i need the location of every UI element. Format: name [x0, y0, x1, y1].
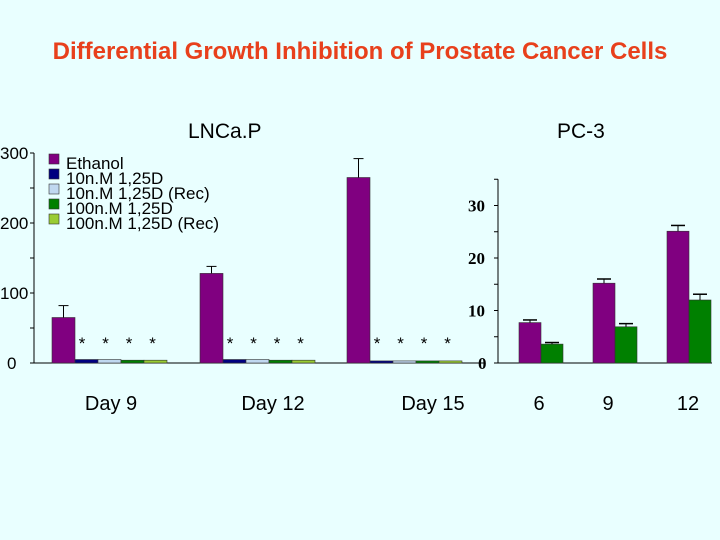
pc3-bar	[518, 322, 542, 364]
pc3-bar	[614, 326, 638, 364]
significance-marker: *	[421, 334, 428, 353]
significance-marker: *	[444, 334, 451, 353]
pc3-y-tick-label: 0	[478, 354, 487, 373]
pc3-category-label: 9	[602, 393, 613, 415]
lncap-y-tick-label: 100	[0, 284, 28, 303]
lncap-category-label: Day 12	[241, 393, 304, 415]
pc3-category-label: 6	[533, 393, 544, 415]
lncap-bar	[438, 360, 463, 364]
lncap-bar	[268, 359, 293, 364]
significance-marker: *	[250, 334, 257, 353]
lncap-bar	[346, 177, 371, 364]
pc3-y-tick-label: 20	[468, 249, 485, 268]
significance-marker: *	[297, 334, 304, 353]
lncap-y-tick-label: 0	[7, 354, 16, 373]
lncap-bar	[392, 360, 417, 364]
pc3-bar	[540, 343, 564, 364]
significance-marker: *	[274, 334, 281, 353]
significance-marker: *	[149, 334, 156, 353]
legend-swatch	[48, 153, 60, 165]
lncap-chart-title: LNCa.P	[188, 120, 262, 143]
significance-marker: *	[102, 334, 109, 353]
lncap-bar	[97, 359, 122, 364]
legend-label: Ethanol	[66, 154, 124, 173]
lncap-category-label: Day 9	[85, 393, 137, 415]
pc3-category-label: 12	[677, 393, 699, 415]
significance-marker: *	[126, 334, 133, 353]
legend-swatch	[48, 213, 60, 225]
lncap-bar	[199, 273, 224, 364]
significance-marker: *	[79, 334, 86, 353]
significance-marker: *	[227, 334, 234, 353]
lncap-bar	[222, 359, 247, 364]
significance-marker: *	[397, 334, 404, 353]
slide-title: Differential Growth Inhibition of Prosta…	[52, 38, 668, 65]
lncap-y-tick-label: 300	[0, 144, 28, 163]
legend-swatch	[48, 183, 60, 195]
legend-swatch	[48, 168, 60, 180]
lncap-bar	[415, 360, 440, 364]
legend-label: 10n.M 1,25D (Rec)	[66, 184, 210, 203]
pc3-chart-title: PC-3	[557, 120, 605, 143]
pc3-bar	[592, 282, 616, 364]
legend-swatch	[48, 198, 60, 210]
pc3-bar	[688, 299, 712, 364]
lncap-bar	[245, 359, 270, 364]
legend-label: 100n.M 1,25D	[66, 199, 173, 218]
lncap-bar	[120, 359, 145, 364]
legend-label: 10n.M 1,25D	[66, 169, 163, 188]
lncap-bar	[51, 317, 76, 364]
pc3-y-tick-label: 10	[468, 302, 485, 321]
significance-marker: *	[374, 334, 381, 353]
lncap-y-tick-label: 200	[0, 214, 28, 233]
lncap-bar	[369, 360, 394, 364]
pc3-y-tick-label: 30	[468, 197, 485, 216]
legend-label: 100n.M 1,25D (Rec)	[66, 214, 219, 233]
lncap-category-label: Day 15	[401, 393, 464, 415]
lncap-bar	[143, 359, 168, 364]
lncap-bar	[291, 359, 316, 364]
lncap-bar	[74, 359, 99, 364]
pc3-bar	[666, 230, 690, 364]
